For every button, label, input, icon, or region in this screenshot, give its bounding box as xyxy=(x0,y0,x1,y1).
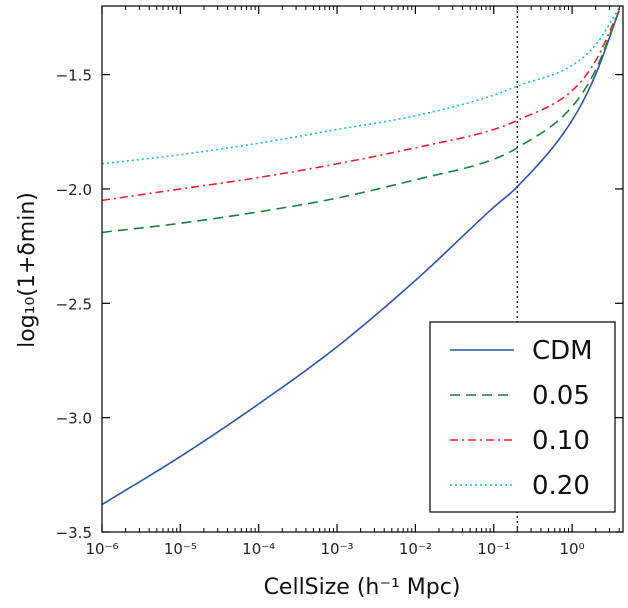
y-tick-label: −2.0 xyxy=(56,181,92,199)
y-tick-label: −1.5 xyxy=(56,67,92,85)
x-tick-label: 10⁻¹ xyxy=(477,540,510,558)
series-line-0 xyxy=(102,10,620,506)
series-line-1 xyxy=(102,10,620,234)
legend-box xyxy=(429,321,616,513)
y-tick-label: −2.5 xyxy=(56,295,92,313)
x-tick-label: 10⁻⁵ xyxy=(164,540,197,558)
plot-frame xyxy=(101,5,624,533)
legend: CDM 0.05 0.10 0.20 xyxy=(429,321,616,513)
x-tick-label: 10⁻³ xyxy=(321,540,354,558)
x-tick-label: 10⁻² xyxy=(399,540,432,558)
x-tick-label: 10⁰ xyxy=(560,540,585,558)
legend-label-2: 0.10 xyxy=(532,426,590,456)
x-axis-label: CellSize (h⁻¹ Mpc) xyxy=(264,575,461,600)
y-tick-label: −3.0 xyxy=(56,410,92,428)
legend-label-3: 0.20 xyxy=(532,471,590,501)
y-axis-ticks: −3.5 −3.0 −2.5 −2.0 −1.5 xyxy=(56,67,623,542)
legend-label-0: CDM xyxy=(532,336,593,366)
x-tick-label: 10⁻⁴ xyxy=(242,540,275,558)
y-tick-label: −3.5 xyxy=(56,524,92,542)
series-layer xyxy=(102,7,620,506)
series-line-3 xyxy=(102,7,620,165)
legend-label-1: 0.05 xyxy=(532,381,590,411)
series-line-2 xyxy=(102,10,620,202)
x-axis-ticks: 10⁻⁶ 10⁻⁵ 10⁻⁴ 10⁻³ 10⁻² 10⁻¹ 10⁰ xyxy=(85,6,620,558)
x-tick-label: 10⁻⁶ xyxy=(85,540,118,558)
y-axis-label: log₁₀(1+δmin) xyxy=(15,192,40,348)
